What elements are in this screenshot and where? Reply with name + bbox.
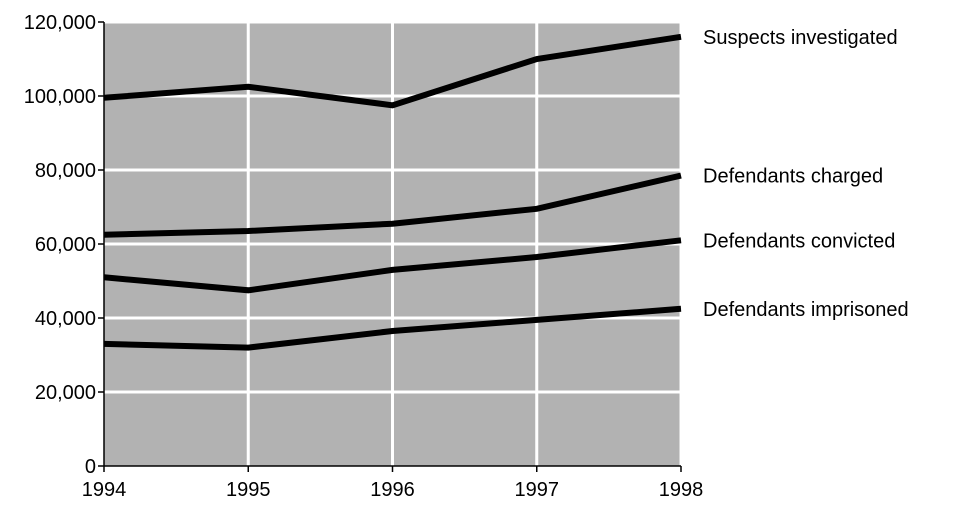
series-lines — [103, 33, 682, 351]
y-tick-label: 0 — [85, 456, 96, 478]
y-tick-label: 120,000 — [24, 12, 96, 34]
x-axis-ticks: 1994 1995 1996 1997 1998 — [82, 466, 704, 501]
y-axis-ticks: 0 20,000 40,000 60,000 80,000 100,000 120,000 — [24, 12, 104, 478]
y-tick-label: 20,000 — [35, 382, 96, 404]
x-tick-label: 1997 — [515, 479, 560, 501]
x-tick-label: 1996 — [370, 479, 415, 501]
series-label-defendants-convicted: Defendants convicted — [703, 230, 895, 252]
x-tick-label: 1998 — [659, 479, 704, 501]
x-tick-label: 1995 — [226, 479, 271, 501]
y-tick-label: 100,000 — [24, 86, 96, 108]
series-label-suspects-investigated: Suspects investigated — [703, 27, 898, 49]
series-label-defendants-imprisoned: Defendants imprisoned — [703, 299, 909, 321]
y-tick-label: 60,000 — [35, 234, 96, 256]
grid-lines — [104, 20, 683, 466]
y-tick-label: 40,000 — [35, 308, 96, 330]
series-label-defendants-charged: Defendants charged — [703, 166, 883, 188]
series-labels: Suspects investigated Defendants charged D… — [703, 27, 909, 321]
x-tick-label: 1994 — [82, 479, 127, 501]
y-tick-label: 80,000 — [35, 160, 96, 182]
